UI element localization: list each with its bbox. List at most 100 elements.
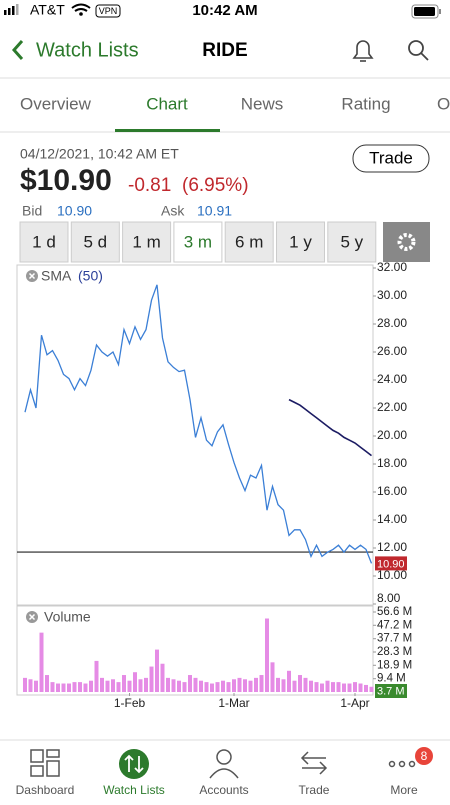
y-tick-label: 47.2 M (377, 619, 412, 631)
search-icon[interactable] (408, 40, 429, 61)
range-label[interactable]: 1 m (132, 232, 160, 251)
volume-bar (34, 680, 38, 692)
back-link[interactable]: Watch Lists (36, 39, 139, 61)
volume-bar (369, 686, 374, 692)
range-button[interactable] (122, 221, 172, 263)
vpn: VPN (99, 6, 118, 16)
volume-bar (287, 670, 291, 692)
volume-bar (259, 675, 264, 692)
bell-icon[interactable] (352, 40, 374, 62)
volume-bar (182, 682, 187, 692)
range-label[interactable]: 6 m (235, 232, 263, 251)
volume-bar (138, 679, 143, 692)
y-tick-label: 9.4 M (377, 673, 406, 685)
volume-bar (116, 682, 121, 692)
volume-bar (353, 682, 357, 692)
tab-active[interactable]: Chart (146, 94, 188, 113)
bottom-tab[interactable]: Accounts (199, 783, 248, 797)
volume-bar (144, 677, 148, 692)
volume-bar (276, 677, 280, 692)
bottom-tab-active[interactable]: Watch Lists (103, 783, 165, 797)
indicator-legend: SMA (41, 268, 72, 284)
volume-bar (248, 680, 253, 692)
tab[interactable]: Rating (341, 94, 390, 113)
back-icon[interactable] (11, 40, 24, 60)
volume-bar (171, 679, 176, 692)
y-tick-label: 22.00 (377, 400, 407, 414)
volume-bar (281, 679, 286, 692)
volume-bar (325, 680, 330, 692)
change: -0.81 (128, 175, 171, 196)
volume-bar (122, 675, 126, 692)
tab[interactable]: News (241, 94, 284, 113)
bottom-tab[interactable]: Trade (299, 783, 330, 797)
range-button[interactable] (19, 221, 69, 263)
volume-bar (243, 679, 247, 692)
y-tick-label: 30.00 (377, 288, 407, 302)
volume-bar (105, 680, 110, 692)
status-bar: AT&T VPN 10:42 AM (4, 2, 441, 19)
watchlists-icon[interactable] (119, 749, 149, 779)
volume-bar (226, 682, 231, 692)
volume-bar (237, 677, 242, 692)
volume-bar (111, 679, 115, 692)
range-label[interactable]: 1 y (289, 232, 312, 251)
tab-icons (30, 749, 416, 779)
range-button[interactable] (70, 221, 120, 263)
volume-bar (155, 649, 159, 692)
range-button[interactable] (276, 221, 325, 263)
bottom-tab[interactable]: Dashboard (16, 783, 75, 797)
volume-bar (94, 660, 99, 692)
range-label[interactable]: 3 m (184, 232, 212, 251)
last-price-box (375, 556, 407, 571)
volume-bar (342, 683, 346, 692)
y-tick-label: 20.00 (377, 428, 407, 442)
volume-bar (72, 682, 77, 692)
timestamp: 04/12/2021, 10:42 AM ET (20, 146, 179, 162)
y-tick-label: 56.6 M (377, 606, 412, 618)
range-label[interactable]: 5 y (340, 232, 363, 251)
volume-bar (67, 683, 71, 692)
trade-label[interactable]: Trade (369, 148, 413, 167)
ask-label: Ask (161, 203, 185, 219)
volume-bar (254, 677, 258, 692)
last-volume-box (375, 684, 407, 698)
volume-bar (45, 675, 49, 692)
volume-bar (127, 680, 132, 692)
trade-button[interactable] (352, 144, 430, 173)
range-label[interactable]: 1 d (32, 232, 56, 251)
volume-bar (215, 682, 220, 692)
tab[interactable]: O (437, 94, 450, 113)
volume-bar (292, 680, 297, 692)
gear-icon[interactable] (397, 233, 416, 251)
volume-bar (232, 679, 236, 692)
volume-bar (188, 675, 192, 692)
volume-bar (100, 677, 104, 692)
range-button[interactable] (327, 221, 377, 263)
volume-bar (210, 683, 214, 692)
volume-bar (160, 663, 165, 692)
y-tick-label: 28.00 (377, 316, 407, 330)
volume-bar (204, 682, 209, 692)
volume-bar (39, 632, 44, 692)
range-button[interactable] (224, 221, 274, 263)
y-tick-label: 18.9 M (377, 659, 412, 671)
x-tick-label: 1-Apr (340, 696, 369, 710)
tab[interactable]: Overview (20, 94, 92, 113)
volume-legend: Volume (44, 609, 91, 625)
volume-bar (265, 618, 269, 692)
y-tick-label: 37.7 M (377, 633, 412, 645)
volume-bar (336, 682, 341, 692)
range-button-active[interactable] (173, 221, 223, 263)
y-tick-label: 24.00 (377, 372, 407, 386)
change-pct: (6.95%) (182, 175, 249, 196)
x-tick-label: 1-Mar (218, 696, 249, 710)
price-panel (16, 264, 374, 606)
y-tick-label: 26.00 (377, 344, 407, 358)
bottom-tab[interactable]: More (390, 783, 418, 797)
volume-bar (303, 677, 308, 692)
range-label[interactable]: 5 d (83, 232, 107, 251)
bid: 10.90 (57, 203, 92, 219)
volume-bar (270, 662, 275, 692)
